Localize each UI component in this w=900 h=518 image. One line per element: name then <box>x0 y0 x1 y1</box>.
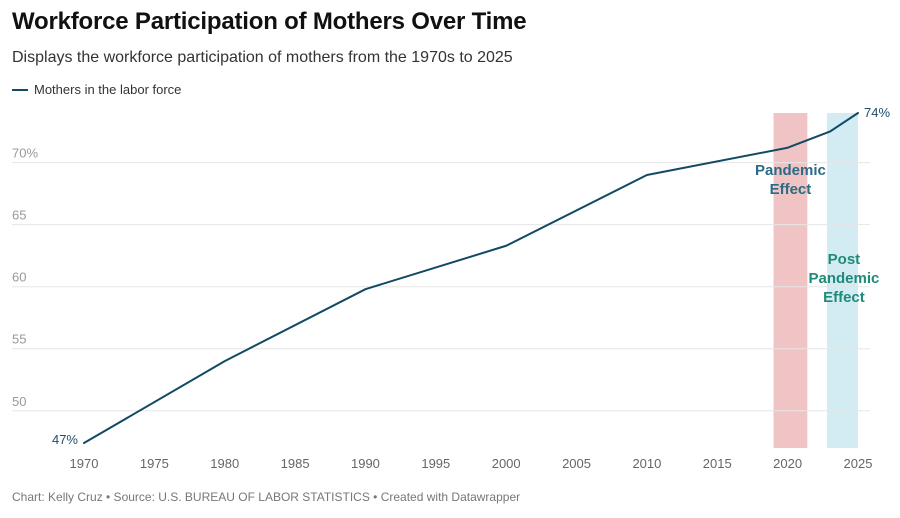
legend-swatch <box>12 88 28 91</box>
x-axis-labels: 1970 1975 1980 1985 1990 1995 2000 2005 2010 2015… <box>70 456 873 471</box>
x-tick-label: 2000 <box>492 456 521 471</box>
chart-footer: Chart: Kelly Cruz • Source: U.S. BUREAU … <box>12 490 521 504</box>
x-tick-label: 1980 <box>210 456 239 471</box>
grid-layer <box>12 162 870 412</box>
series-layer <box>83 112 859 445</box>
pandemic-label-line: Effect <box>770 181 812 198</box>
start-value-label: 47% <box>52 432 78 447</box>
series-line-mothers <box>83 112 859 445</box>
x-tick-label: 1975 <box>140 456 169 471</box>
post-pandemic-band <box>827 113 858 448</box>
x-tick-label: 1985 <box>281 456 310 471</box>
x-tick-label: 2010 <box>632 456 661 471</box>
y-tick-label: 65 <box>12 208 26 223</box>
y-tick-label: 60 <box>12 270 26 285</box>
post-pandemic-label-line: Post <box>828 251 861 268</box>
chart-title: Workforce Participation of Mothers Over … <box>12 8 527 35</box>
chart-subtitle: Displays the workforce participation of … <box>12 49 513 66</box>
y-axis-labels: 70% 65 60 55 50 <box>12 146 38 409</box>
legend: Mothers in the labor force <box>12 82 181 97</box>
x-tick-label: 2005 <box>562 456 591 471</box>
y-tick-label: 55 <box>12 332 26 347</box>
y-tick-label: 50 <box>12 394 26 409</box>
x-tick-label: 1990 <box>351 456 380 471</box>
pandemic-band <box>773 113 808 448</box>
x-tick-label: 1970 <box>70 456 99 471</box>
x-tick-label: 2015 <box>703 456 732 471</box>
post-pandemic-label-line: Effect <box>823 289 865 306</box>
x-tick-label: 2025 <box>844 456 873 471</box>
x-tick-label: 1995 <box>421 456 450 471</box>
end-value-label: 74% <box>864 105 890 120</box>
x-tick-label: 2020 <box>773 456 802 471</box>
annotation-layer: 47% 74% Pandemic Effect Post Pandemic Effect <box>52 105 890 447</box>
pandemic-label-line: Pandemic <box>755 162 826 179</box>
bands-layer <box>773 113 858 448</box>
legend-label: Mothers in the labor force <box>34 82 182 97</box>
post-pandemic-label-line: Pandemic <box>808 270 879 287</box>
y-tick-label: 70% <box>12 146 38 161</box>
